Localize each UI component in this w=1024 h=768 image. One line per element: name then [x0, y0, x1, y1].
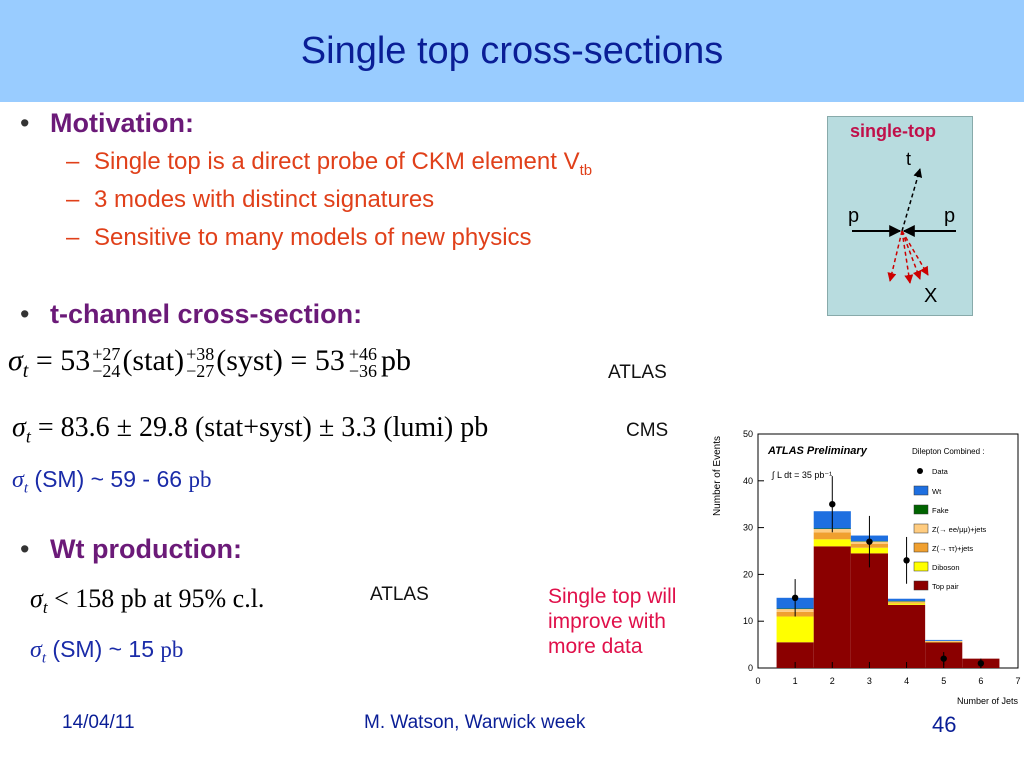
single-top-diagram: single-top t p p X	[827, 116, 973, 316]
x-tick-label: 4	[904, 676, 909, 686]
legend-label: Data	[932, 467, 949, 476]
chart-lumi: ∫ L dt = 35 pb⁻¹	[771, 470, 832, 480]
bar-segment	[813, 546, 851, 668]
x-tick-label: 1	[793, 676, 798, 686]
bar-segment	[888, 601, 926, 603]
legend-label: Diboson	[932, 563, 960, 572]
legend-label: Fake	[932, 506, 949, 515]
bullet-tchannel: • t-channel cross-section:	[20, 299, 362, 330]
bar-segment	[888, 602, 926, 604]
bar-segment	[888, 604, 926, 668]
legend-swatch	[913, 504, 929, 515]
bar-segment	[776, 616, 814, 643]
data-point	[866, 538, 873, 545]
legend-label: Z(→ ττ)+jets	[932, 544, 973, 553]
atlas-tag-wt: ATLAS	[370, 584, 429, 605]
y-tick-label: 30	[743, 523, 753, 533]
x-tick-label: 5	[941, 676, 946, 686]
data-point	[791, 594, 799, 601]
legend-label: Z(→ ee/μμ)+jets	[932, 525, 987, 534]
diagram-label-p-right: p	[944, 205, 956, 227]
tchannel-sm: σt (SM) ~ 59 - 66 pb	[12, 466, 212, 497]
wt-sm: σt (SM) ~ 15 pb	[30, 636, 184, 667]
bar-segment	[888, 598, 926, 602]
motivation-item-2: –3 modes with distinct signatures	[66, 186, 435, 213]
legend-data-marker	[917, 468, 923, 474]
x-tick-label: 0	[755, 676, 760, 686]
page-number: 46	[932, 712, 957, 737]
legend-swatch	[913, 523, 929, 534]
tchannel-heading: t-channel cross-section:	[50, 299, 363, 329]
legend-label: Top pair	[932, 582, 959, 591]
slide-title: Single top cross-sections	[300, 30, 724, 72]
y-tick-label: 0	[748, 663, 753, 673]
diagram-title: single-top	[850, 121, 936, 141]
x-tick-label: 6	[978, 676, 983, 686]
y-tick-label: 40	[743, 476, 753, 486]
legend-swatch	[913, 580, 929, 591]
title-bar	[0, 0, 1024, 102]
bar-segment	[925, 639, 963, 641]
data-point	[940, 655, 947, 662]
bullet-motivation: • Motivation:	[20, 108, 194, 139]
bullet-wt: • Wt production:	[20, 534, 242, 565]
footer-date: 14/04/11	[62, 712, 135, 733]
diagram-label-p-left: p	[848, 205, 860, 227]
improvement-note: Single top will improve with more data	[548, 585, 677, 658]
chart-title: ATLAS Preliminary	[767, 445, 868, 457]
cms-tag: CMS	[626, 420, 669, 441]
bullet-dot: •	[20, 534, 30, 564]
x-tick-label: 3	[867, 676, 872, 686]
cms-tchannel-formula: σt = 83.6 ± 29.8 (stat+syst) ± 3.3 (lumi…	[12, 412, 489, 447]
jet-multiplicity-chart: 0 1 2 3 4 5 6 7 0 10 20 30 40 50 Number of Jets Number …	[712, 430, 1021, 706]
bullet-dot: •	[20, 108, 30, 138]
y-tick-label: 20	[743, 569, 753, 579]
motivation-item-2-text: 3 modes with distinct signatures	[94, 186, 435, 213]
y-tick-label: 10	[743, 616, 753, 626]
data-point	[903, 557, 910, 564]
legend-swatch	[913, 561, 929, 572]
atlas-tchannel-formula: σt = 53 +27 −24 (stat) +38 −27 (syst) = 53 +46−…	[8, 344, 411, 382]
diagram-lines	[852, 168, 956, 284]
motivation-item-1: – Single top is a direct probe of CKM ele…	[66, 148, 593, 179]
y-tick-label: 50	[743, 430, 753, 439]
bar-segment	[813, 539, 851, 547]
atlas-tag-tchannel: ATLAS	[608, 362, 667, 383]
x-tick-label: 2	[830, 676, 835, 686]
x-tick-label: 7	[1015, 676, 1020, 686]
motivation-heading: Motivation:	[50, 108, 194, 138]
diagram-label-t: t	[906, 149, 912, 169]
wt-limit-formula: σt < 158 pb at 95% c.l.	[30, 584, 265, 618]
y-axis-label: Number of Events	[712, 436, 723, 516]
motivation-item-3-text: Sensitive to many models of new physics	[94, 224, 532, 251]
data-point	[829, 501, 836, 508]
legend-swatch	[913, 542, 929, 553]
bullet-dot: •	[20, 299, 30, 329]
bar-segment	[888, 603, 926, 605]
legend-swatch	[913, 485, 929, 496]
x-axis-label: Number of Jets	[957, 696, 1019, 706]
diagram-label-x: X	[924, 285, 938, 307]
footer-author: M. Watson, Warwick week	[364, 712, 586, 733]
legend-label: Wt	[932, 487, 942, 496]
motivation-item-3: – Sensitive to many models of new physics	[66, 224, 532, 251]
motivation-item-1-text: Single top is a direct probe of CKM elem…	[94, 148, 580, 175]
bar-segment	[813, 532, 851, 540]
vtb-subscript: tb	[579, 161, 593, 179]
wt-heading: Wt production:	[50, 534, 242, 564]
legend-title: Dilepton Combined :	[912, 447, 984, 456]
bar-segment	[850, 553, 888, 668]
